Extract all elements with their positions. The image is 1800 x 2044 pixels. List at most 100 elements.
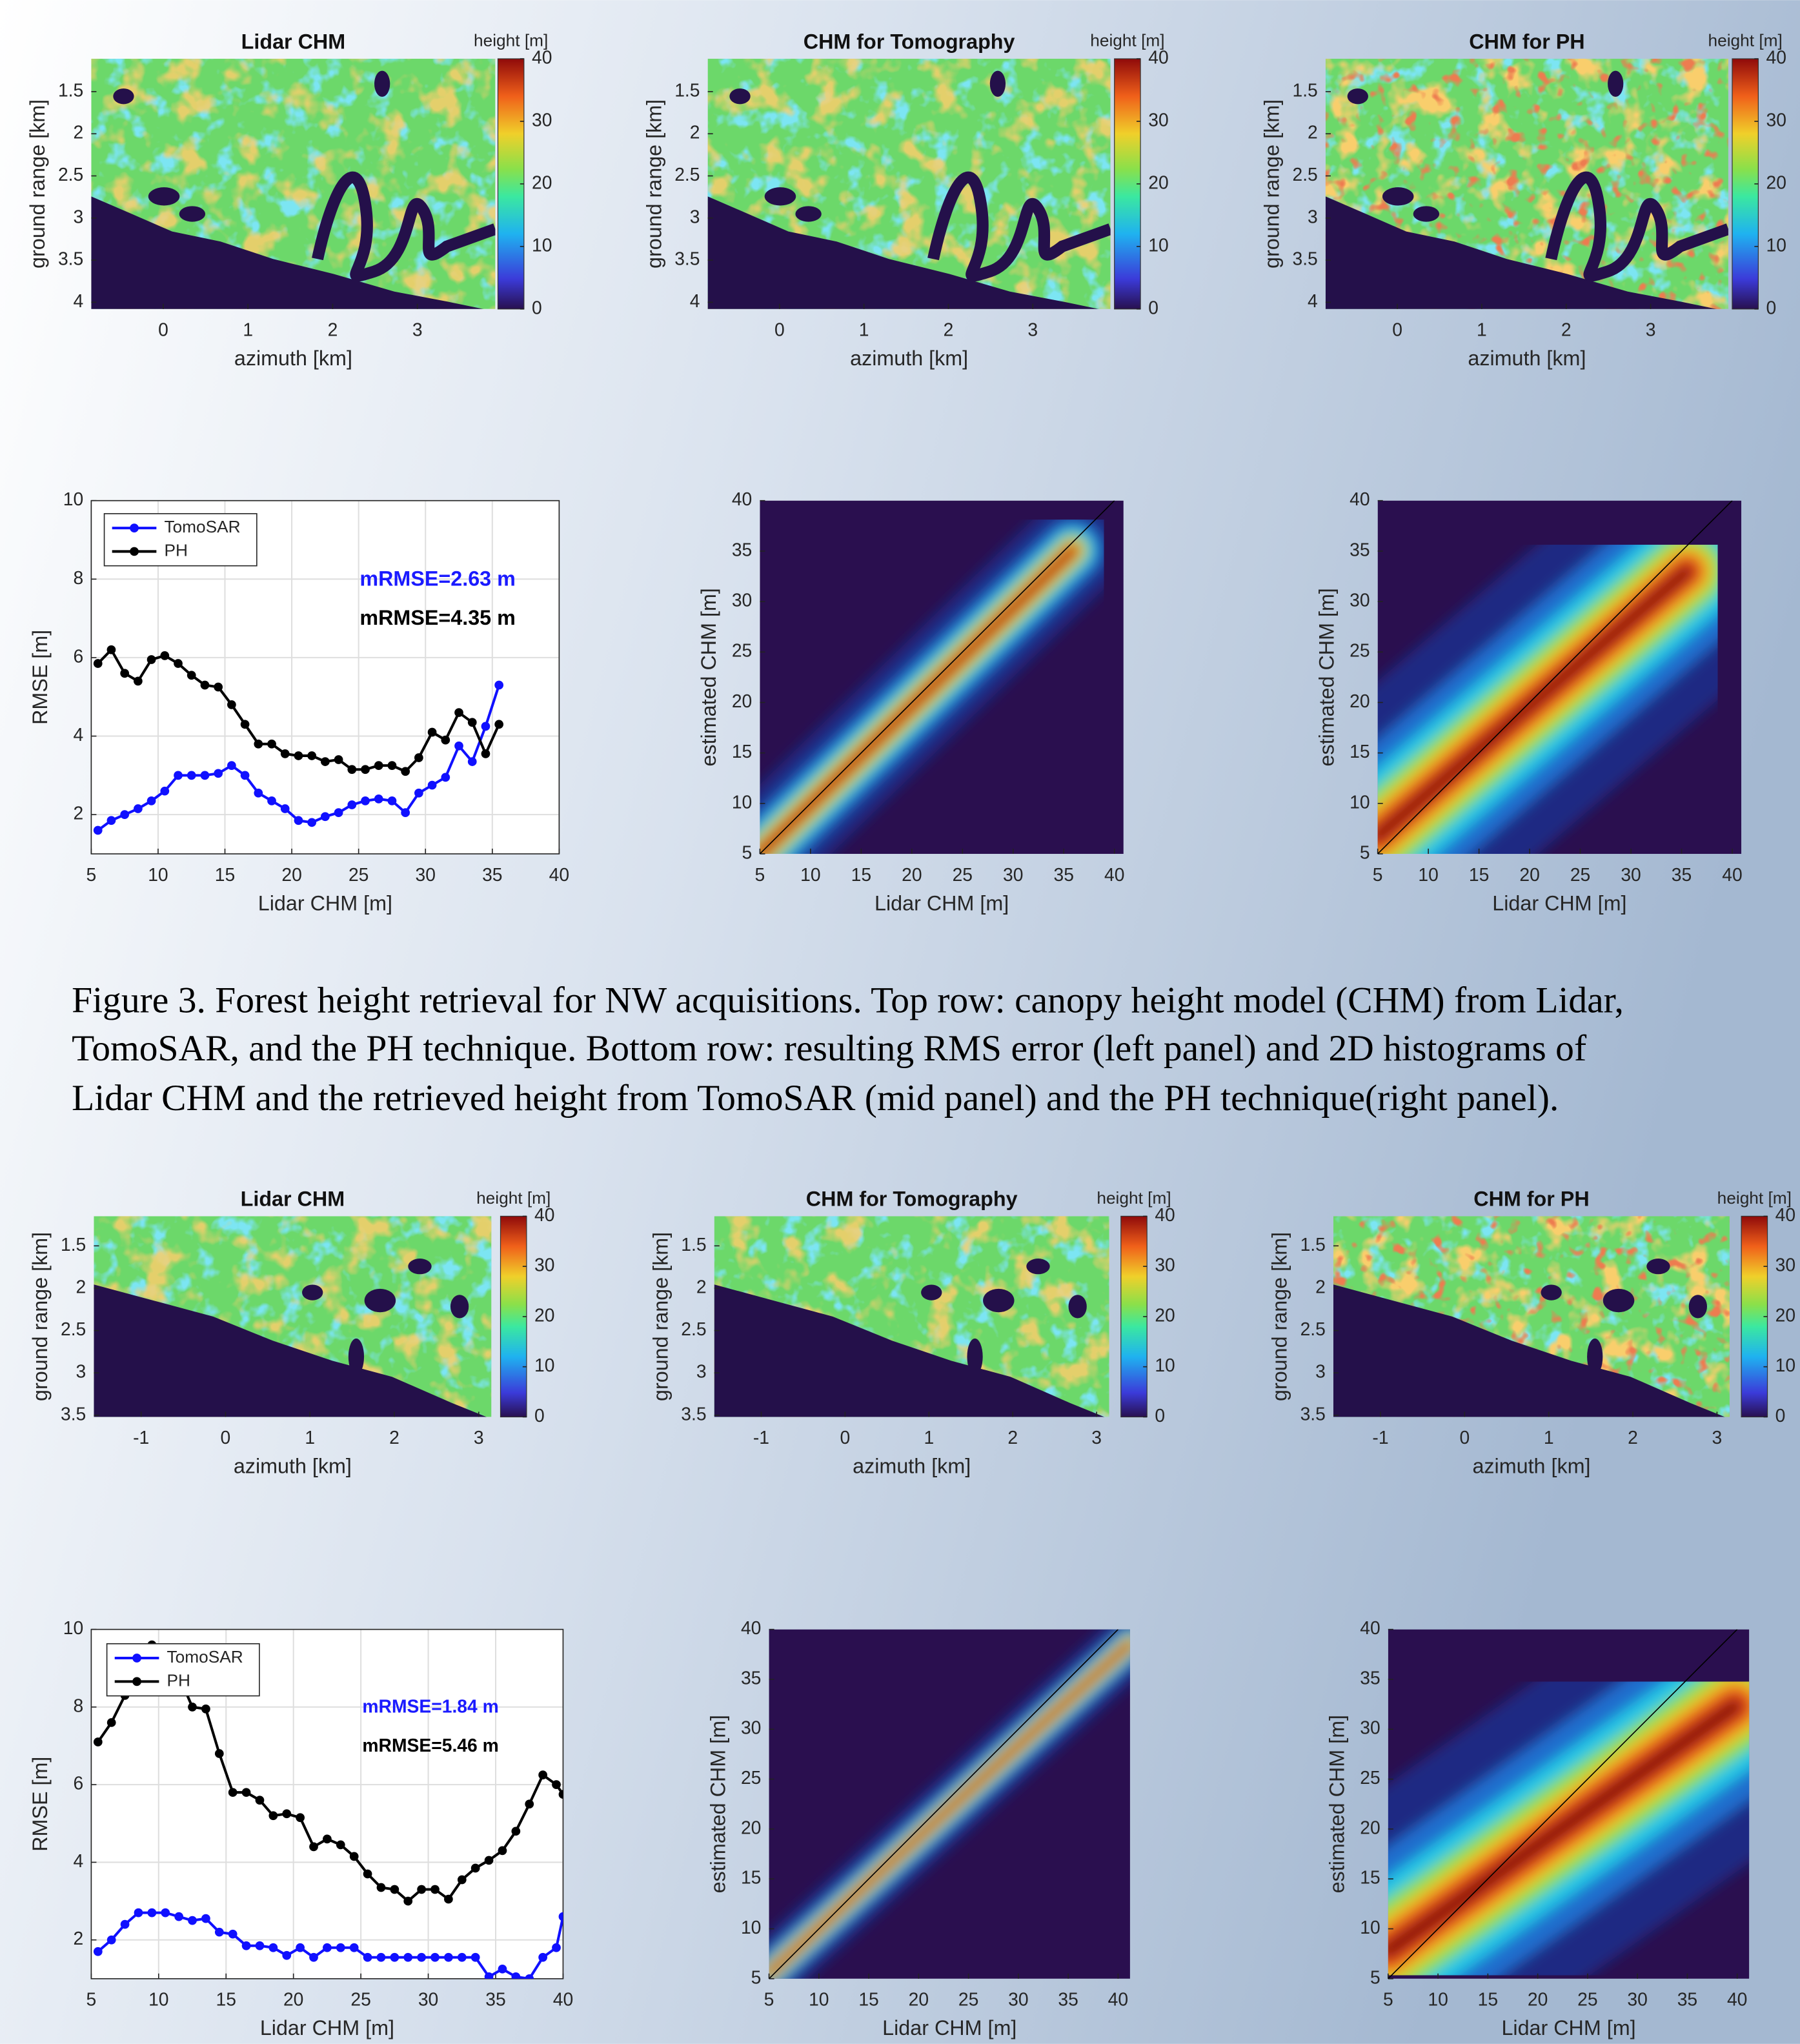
y-tick-label: 4 bbox=[690, 290, 700, 311]
colorbar-tick-label: 30 bbox=[1766, 109, 1786, 130]
y-tick-label: 2 bbox=[74, 1928, 84, 1948]
colorbar-tick-label: 30 bbox=[1155, 1255, 1175, 1275]
data-point bbox=[403, 1897, 412, 1906]
y-tick-label: 4 bbox=[74, 290, 84, 311]
data-point bbox=[281, 804, 290, 813]
x-tick-label: -1 bbox=[1372, 1427, 1388, 1448]
data-point bbox=[403, 1953, 412, 1962]
lake bbox=[450, 1295, 469, 1318]
y-tick-label: 40 bbox=[741, 1617, 761, 1638]
data-point bbox=[294, 751, 303, 760]
map-image bbox=[1333, 1216, 1730, 1427]
y-tick-label: 1.5 bbox=[58, 79, 83, 100]
colorbar-label: height [m] bbox=[1097, 1188, 1171, 1208]
lake bbox=[983, 1289, 1014, 1312]
y-axis-label: ground range [km] bbox=[642, 99, 665, 268]
lake bbox=[374, 71, 390, 97]
data-point bbox=[174, 1912, 183, 1921]
data-point bbox=[134, 677, 143, 686]
y-tick-label: 35 bbox=[732, 539, 752, 560]
x-tick-label: 40 bbox=[1722, 864, 1742, 885]
x-tick-label: 40 bbox=[1108, 1989, 1128, 2010]
y-tick-label: 30 bbox=[1360, 1717, 1380, 1738]
x-tick-label: 15 bbox=[851, 864, 871, 885]
data-point bbox=[120, 810, 129, 819]
data-point bbox=[388, 796, 397, 805]
x-tick-label: 15 bbox=[216, 1989, 236, 2010]
y-tick-label: 40 bbox=[1350, 489, 1370, 509]
data-point bbox=[282, 1809, 291, 1818]
data-point bbox=[227, 700, 236, 709]
lake bbox=[921, 1284, 942, 1300]
data-point bbox=[350, 1852, 359, 1861]
lake bbox=[408, 1259, 431, 1274]
chart-title: Lidar CHM bbox=[241, 1188, 345, 1211]
y-tick-label: 3.5 bbox=[681, 1403, 706, 1424]
x-tick-label: 0 bbox=[774, 319, 785, 340]
data-point bbox=[485, 1856, 494, 1865]
data-point bbox=[428, 728, 437, 737]
data-point bbox=[468, 757, 477, 766]
x-axis-label: azimuth [km] bbox=[853, 1455, 971, 1478]
x-tick-label: 10 bbox=[800, 864, 820, 885]
x-axis-label: Lidar CHM [m] bbox=[875, 891, 1009, 915]
y-tick-label: 40 bbox=[1360, 1617, 1380, 1638]
data-point bbox=[390, 1885, 399, 1894]
data-point bbox=[214, 769, 223, 778]
y-tick-label: 1.5 bbox=[1300, 1234, 1326, 1255]
x-tick-label: 20 bbox=[909, 1989, 929, 2010]
x-tick-label: 25 bbox=[958, 1989, 978, 2010]
colorbar-tick-label: 20 bbox=[1148, 172, 1168, 192]
data-point bbox=[321, 812, 330, 821]
x-tick-label: 30 bbox=[416, 864, 436, 885]
y-tick-label: 20 bbox=[741, 1817, 761, 1837]
lake bbox=[113, 88, 134, 104]
y-tick-label: 25 bbox=[1350, 640, 1370, 661]
data-point bbox=[107, 645, 116, 654]
data-point bbox=[481, 749, 490, 758]
colorbar-tick-label: 10 bbox=[1775, 1355, 1795, 1375]
data-point bbox=[363, 1870, 372, 1879]
y-tick-label: 4 bbox=[74, 1850, 84, 1871]
x-tick-label: 5 bbox=[1383, 1989, 1393, 2010]
data-point bbox=[377, 1883, 386, 1892]
y-axis-label: ground range [km] bbox=[28, 1232, 52, 1401]
y-tick-label: 3 bbox=[696, 1361, 707, 1382]
colorbar-tick-label: 20 bbox=[1155, 1304, 1175, 1325]
x-tick-label: 20 bbox=[281, 864, 301, 885]
colorbar-tick-label: 10 bbox=[1766, 234, 1786, 255]
x-tick-label: 40 bbox=[549, 864, 569, 885]
caption-line: TomoSAR, and the PH technique. Bottom ro… bbox=[72, 1028, 1587, 1069]
data-point bbox=[525, 1799, 534, 1808]
legend-marker bbox=[130, 523, 139, 532]
x-tick-label: 30 bbox=[1621, 864, 1641, 885]
x-tick-label: 3 bbox=[474, 1427, 484, 1448]
data-point bbox=[414, 753, 423, 762]
lake bbox=[1413, 206, 1439, 221]
y-axis-label: ground range [km] bbox=[649, 1232, 672, 1401]
y-tick-label: 2 bbox=[76, 1276, 86, 1297]
data-point bbox=[241, 720, 250, 729]
x-tick-label: 40 bbox=[1104, 864, 1124, 885]
y-axis-label: RMSE [m] bbox=[28, 630, 52, 725]
data-point bbox=[468, 718, 477, 727]
data-point bbox=[454, 708, 463, 717]
y-tick-label: 10 bbox=[1360, 1917, 1380, 1938]
colorbar-tick-label: 30 bbox=[1148, 109, 1168, 130]
x-axis-label: azimuth [km] bbox=[850, 347, 968, 370]
x-tick-label: 35 bbox=[1058, 1989, 1078, 2010]
data-point bbox=[538, 1770, 547, 1779]
data-point bbox=[307, 751, 316, 760]
density-image bbox=[1388, 1630, 1749, 1979]
x-tick-label: 25 bbox=[350, 1989, 370, 2010]
lake bbox=[148, 187, 179, 205]
data-point bbox=[307, 818, 316, 827]
x-tick-label: 35 bbox=[482, 864, 502, 885]
y-axis-label: ground range [km] bbox=[26, 99, 49, 268]
map-image bbox=[94, 1216, 491, 1427]
data-point bbox=[511, 1826, 520, 1836]
density-image bbox=[760, 501, 1123, 854]
y-tick-label: 6 bbox=[74, 645, 84, 666]
y-tick-label: 8 bbox=[74, 1695, 84, 1715]
x-axis-label: Lidar CHM [m] bbox=[258, 891, 392, 915]
